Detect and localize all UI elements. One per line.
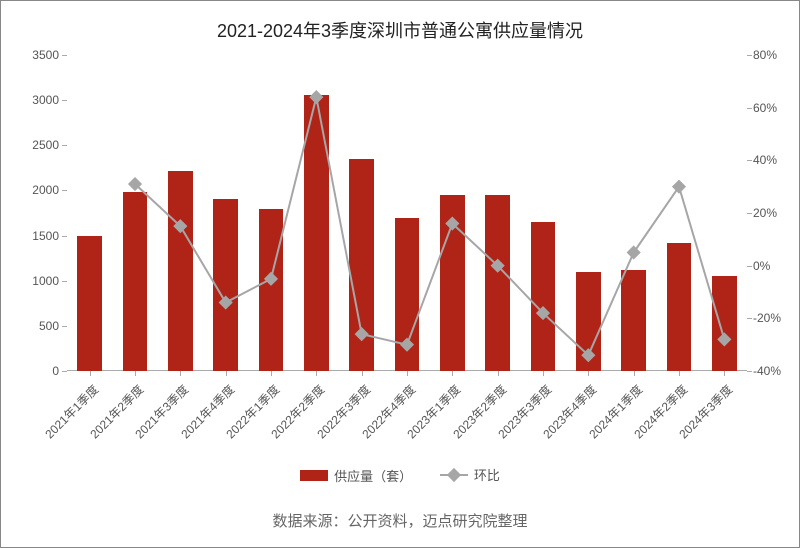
y1-tick	[62, 236, 67, 237]
plot-area: 0500100015002000250030003500-40%-20%0%20…	[67, 55, 747, 371]
x-tick	[316, 371, 317, 376]
diamond-marker	[264, 272, 278, 286]
y2-tick-label: 60%	[753, 101, 800, 115]
y1-tick-label: 1500	[9, 229, 59, 243]
y1-tick	[62, 145, 67, 146]
y1-tick-label: 1000	[9, 274, 59, 288]
y1-tick-label: 2000	[9, 183, 59, 197]
data-source: 数据来源：公开资料，迈点研究院整理	[1, 510, 799, 531]
x-tick	[679, 371, 680, 376]
y2-tick-label: -20%	[753, 311, 800, 325]
x-tick	[135, 371, 136, 376]
y2-tick-label: 80%	[753, 48, 800, 62]
diamond-marker	[717, 332, 731, 346]
x-tick	[543, 371, 544, 376]
y2-tick-label: 20%	[753, 206, 800, 220]
x-tick	[407, 371, 408, 376]
y1-tick	[62, 55, 67, 56]
x-tick	[362, 371, 363, 376]
x-tick	[90, 371, 91, 376]
x-tick	[588, 371, 589, 376]
legend: 供应量（套） 环比	[1, 465, 799, 485]
legend-line-item: 环比	[440, 465, 500, 484]
chart-title: 2021-2024年3季度深圳市普通公寓供应量情况	[1, 17, 799, 43]
y2-tick-label: -40%	[753, 364, 800, 378]
y1-tick	[62, 190, 67, 191]
y1-tick	[62, 371, 67, 372]
y2-tick-label: 40%	[753, 153, 800, 167]
line-layer	[67, 55, 747, 371]
y1-tick-label: 500	[9, 319, 59, 333]
y2-tick	[747, 160, 752, 161]
legend-line-swatch	[440, 469, 468, 481]
y1-tick	[62, 281, 67, 282]
y2-tick	[747, 108, 752, 109]
x-tick	[271, 371, 272, 376]
x-tick	[180, 371, 181, 376]
legend-bar-swatch	[300, 470, 328, 481]
y2-tick-label: 0%	[753, 259, 800, 273]
line-path	[135, 97, 724, 355]
y1-tick-label: 0	[9, 364, 59, 378]
y1-tick	[62, 326, 67, 327]
chart-container: 2021-2024年3季度深圳市普通公寓供应量情况 05001000150020…	[0, 0, 800, 548]
diamond-icon	[447, 467, 461, 481]
y2-tick	[747, 213, 752, 214]
diamond-marker	[672, 180, 686, 194]
x-tick	[498, 371, 499, 376]
diamond-marker	[627, 245, 641, 259]
x-tick	[724, 371, 725, 376]
y2-tick	[747, 371, 752, 372]
y1-tick	[62, 100, 67, 101]
y2-tick	[747, 266, 752, 267]
diamond-marker	[309, 90, 323, 104]
diamond-marker	[219, 295, 233, 309]
legend-bar-label: 供应量（套）	[334, 466, 412, 485]
x-tick	[226, 371, 227, 376]
diamond-marker	[400, 338, 414, 352]
x-tick	[452, 371, 453, 376]
y1-tick-label: 2500	[9, 138, 59, 152]
y2-tick	[747, 55, 752, 56]
y1-tick-label: 3500	[9, 48, 59, 62]
x-tick	[634, 371, 635, 376]
y1-tick-label: 3000	[9, 93, 59, 107]
legend-bar-item: 供应量（套）	[300, 466, 412, 485]
y2-tick	[747, 318, 752, 319]
legend-line-label: 环比	[474, 465, 500, 484]
diamond-marker	[355, 327, 369, 341]
